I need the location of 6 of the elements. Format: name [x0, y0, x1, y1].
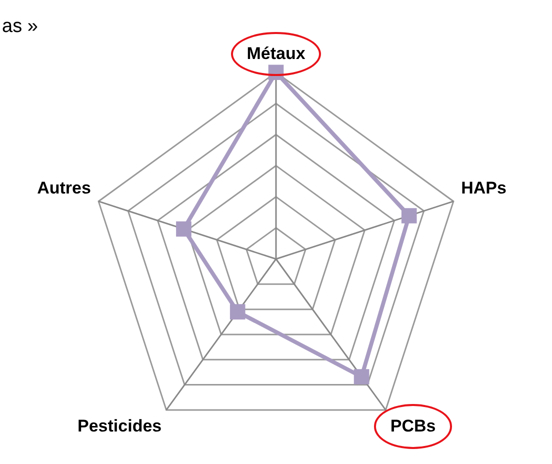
spoke-label: Pesticides: [78, 416, 162, 436]
spoke-label: Métaux: [246, 44, 306, 63]
spoke-label: HAPs: [461, 178, 506, 198]
text: as »: [2, 16, 38, 38]
spoke-label: PCBs: [390, 416, 436, 436]
spoke-label: Autres: [37, 178, 91, 198]
